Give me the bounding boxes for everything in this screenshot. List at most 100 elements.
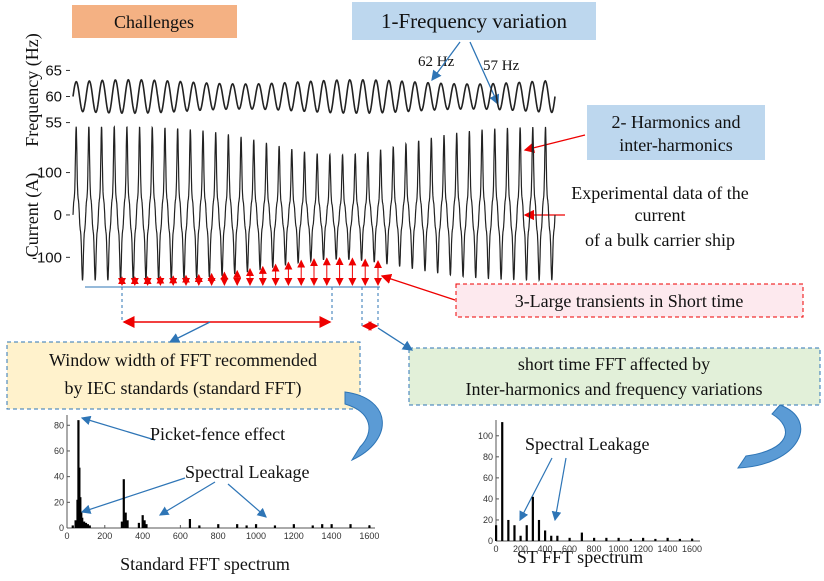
x-tick-label: 1400 (322, 531, 342, 541)
spectrum-bar (311, 525, 314, 528)
frequency-variation-label: 1-Frequency variation (381, 9, 568, 33)
spectrum-bar (198, 525, 201, 528)
x-tick-label: 200 (513, 544, 528, 554)
spectrum-bar (537, 519, 541, 541)
transients-label: 3-Large transients in Short time (515, 291, 744, 311)
x-tick-label: 800 (587, 544, 602, 554)
arrow (431, 41, 461, 82)
spectrum-bar (84, 522, 88, 528)
short-time-fft-label: Inter-harmonics and frequency variations (465, 379, 762, 399)
x-tick-label: 0 (493, 544, 498, 554)
spectrum-bar (495, 525, 498, 541)
x-tick-label: 1600 (682, 544, 702, 554)
y-tick-label: 0 (54, 207, 62, 224)
y-tick-label: 20 (54, 497, 64, 507)
spectrum-bar (74, 520, 77, 528)
y-tick-label: 80 (54, 420, 64, 430)
y-tick-label: 60 (45, 89, 62, 106)
spectrum-bar (145, 524, 148, 528)
spectrum-bar (330, 524, 333, 528)
spectrum-bar (368, 525, 371, 528)
spectrum-bar (122, 479, 125, 528)
window-width-label: Window width of FFT recommended (49, 350, 317, 370)
current-axis-label: Current (A) (22, 173, 43, 257)
y-tick-label: 65 (45, 62, 62, 79)
x-tick-label: 1000 (609, 544, 629, 554)
challenges-label: Challenges (114, 12, 194, 32)
spectrum-bar (525, 525, 528, 541)
harmonics-box (587, 105, 765, 160)
spectrum-bar (81, 517, 84, 528)
arrow (158, 481, 216, 516)
arrow (380, 273, 456, 301)
experimental-label: current (635, 205, 686, 225)
arrow (80, 415, 156, 441)
x-tick-label: 200 (97, 531, 112, 541)
y-tick-label: 55 (45, 115, 62, 132)
spectrum-bar (217, 524, 220, 528)
arrow (377, 327, 414, 351)
spectrum-bar (507, 519, 510, 541)
frequency-waveform (72, 78, 556, 115)
y-tick-label: 80 (483, 452, 493, 462)
x-tick-label: 1200 (284, 531, 304, 541)
arrow (523, 134, 586, 153)
y-tick-label: 60 (54, 446, 64, 456)
x-tick-label: 0 (64, 531, 69, 541)
y-tick-label: 0 (488, 536, 493, 546)
experimental-label: Experimental data of the (571, 183, 748, 203)
spectrum-bar (188, 519, 192, 528)
spectrum-bar (292, 524, 295, 528)
spectrum-bar (678, 538, 681, 541)
spectrum-bar (629, 538, 632, 541)
spectrum-title: ST FFT spectrum (517, 547, 643, 567)
current-waveform (72, 125, 556, 283)
x-tick-label: 400 (537, 544, 552, 554)
y-tick-label: -100 (32, 249, 62, 266)
x-tick-label: 600 (173, 531, 188, 541)
curved-arrow (344, 391, 383, 462)
spectrum-bar (666, 537, 669, 541)
spectrum-bar (531, 496, 534, 541)
window-guides (121, 287, 379, 328)
arrow (227, 483, 267, 518)
spectrum-bar (88, 525, 91, 528)
spectrum-bar (691, 538, 694, 541)
x-tick-label: 1200 (633, 544, 653, 554)
spectrum-bar (143, 520, 146, 528)
experimental-label: of a bulk carrier ship (585, 230, 735, 250)
annotation: 62 Hz (418, 54, 455, 70)
window-width-label: by IEC standards (standard FFT) (65, 378, 302, 399)
x-tick-label: 600 (562, 544, 577, 554)
arrow (519, 457, 553, 522)
curved-arrow (737, 404, 802, 469)
x-tick-label: 400 (135, 531, 150, 541)
spectrum-bar (273, 525, 277, 528)
annotation: Picket-fence effect (150, 424, 285, 444)
spectrum-bar (141, 515, 144, 528)
challenges-box (72, 5, 237, 38)
x-tick-label: 1400 (658, 544, 678, 554)
x-tick-label: 800 (211, 531, 226, 541)
spectrum-bar (642, 537, 645, 541)
spectrum-bar (617, 537, 620, 541)
spectrum-bar (501, 422, 504, 541)
annotation: Spectral Leakage (525, 434, 649, 454)
spectrum-bar (137, 522, 141, 528)
spectrum-bar (544, 530, 547, 541)
short-time-fft-box (408, 347, 821, 406)
harmonics-label: inter-harmonics (619, 135, 733, 155)
spectrum-bar (236, 524, 239, 528)
spectrum-bar (556, 535, 559, 541)
frequency-variation-box (352, 2, 596, 40)
annotation: 57 Hz (483, 58, 520, 74)
spectrum-title: Standard FFT spectrum (120, 554, 290, 574)
spectrum-bar (513, 525, 516, 541)
spectrum-bar (349, 524, 352, 528)
arrow (168, 321, 211, 343)
x-tick-label: 1000 (246, 531, 266, 541)
y-tick-label: 60 (483, 473, 493, 483)
spectrum-bar (550, 535, 553, 541)
